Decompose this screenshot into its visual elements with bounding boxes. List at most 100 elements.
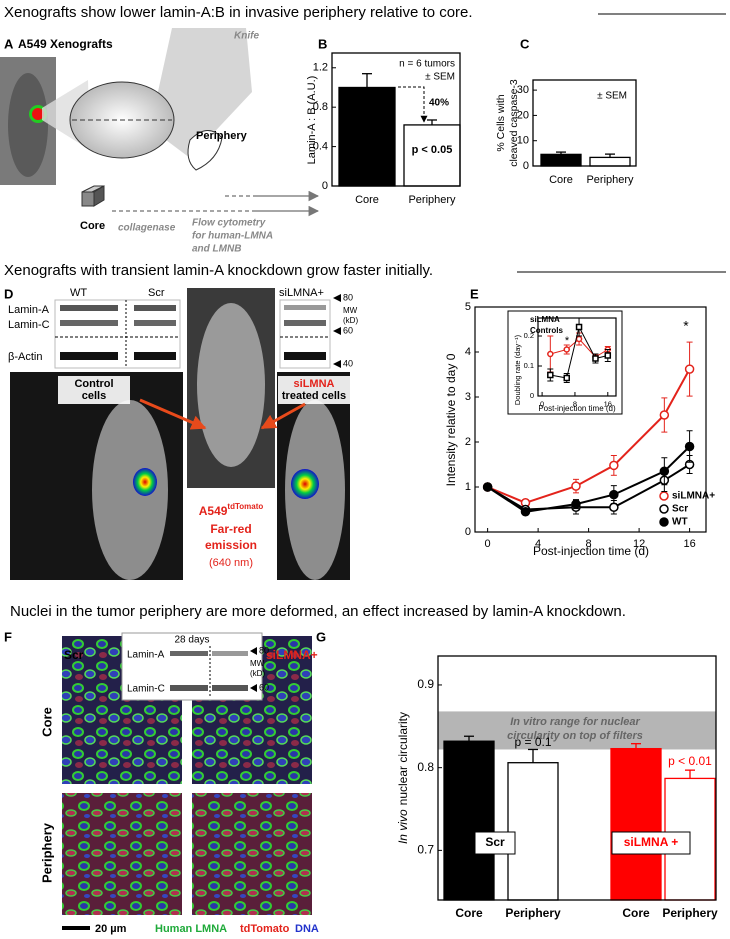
point (571, 481, 581, 491)
x-tick-label: Periphery (586, 174, 634, 186)
x-tick-label: Core (622, 906, 650, 920)
y-tick-label: 20 (517, 109, 529, 121)
point (684, 364, 695, 374)
mw-marker (333, 360, 341, 368)
panel-a: A A549 Xenografts Knife Periphery Core c… (0, 28, 320, 255)
band-label: Lamin-C (127, 684, 165, 695)
panel-f: F 28 days Lamin-A Lamin-C 80 MW (kD) 60 … (4, 629, 319, 934)
group-box (611, 831, 691, 855)
mw-label: 80 (343, 292, 353, 302)
x-tick-label: 16 (604, 399, 612, 408)
series-line (487, 368, 691, 504)
condition-label: siLMNA+ (266, 648, 318, 662)
blot-band (170, 651, 208, 656)
core-cube (81, 191, 95, 207)
y-tick-label: 0 (530, 391, 534, 400)
y-axis-label-part: nuclear circularity (396, 712, 410, 805)
point (563, 346, 570, 353)
y-axis-label: Doubling rate (day⁻¹) (513, 334, 522, 405)
band-label: circularity on top of filters (507, 730, 643, 742)
lane-label: Scr (148, 287, 165, 299)
point (609, 489, 619, 500)
stain-label: DNA (295, 923, 319, 935)
section-heading: Nuclei in the tumor periphery are more d… (10, 603, 626, 620)
x-tick-label: Core (355, 194, 379, 206)
mw-label: 60 (343, 325, 353, 335)
bar (589, 156, 631, 167)
label-backing (278, 376, 350, 404)
annotation: ± SEM (425, 72, 455, 83)
y-tick-label: 3 (465, 391, 471, 403)
x-tick-label: Periphery (662, 906, 718, 920)
legend-marker (659, 491, 669, 501)
band-label: β-Actin (8, 351, 42, 363)
series-line (487, 463, 691, 511)
plot-frame (437, 655, 717, 901)
cell-line: A549 (199, 504, 228, 518)
y-tick-label: 0.2 (524, 331, 534, 340)
periphery-piece (187, 130, 223, 171)
x-tick-label: 0 (485, 538, 491, 550)
label-area (187, 488, 275, 580)
x-tick-label: Periphery (408, 194, 456, 206)
emission-label: Far-red (210, 522, 251, 536)
lane-label: WT (70, 287, 87, 299)
panel-letter: F (4, 629, 12, 644)
panel-letter: D (4, 286, 13, 301)
point (609, 502, 619, 512)
point (547, 371, 554, 379)
micrograph (192, 793, 312, 915)
inset (507, 310, 623, 415)
x-axis-label: Post-injection time (d) (538, 404, 616, 413)
annotation: ± SEM (597, 91, 627, 102)
y-tick-label: 10 (517, 135, 529, 147)
y-axis-label: cleaved caspase-3 (508, 79, 520, 167)
y-tick-label: 0 (322, 180, 328, 192)
y-tick-label: 4 (465, 346, 471, 358)
lane-label: siLMNA+ (279, 287, 324, 299)
point (659, 410, 670, 420)
mw-unit: (kD) (343, 316, 358, 325)
drop-arrow (398, 86, 428, 123)
row-label: Core (39, 707, 54, 737)
legend-marker (659, 504, 669, 514)
y-tick-label: 0.9 (417, 677, 434, 691)
blot-band (284, 305, 326, 310)
legend-label: Controls (530, 326, 563, 335)
micrograph (62, 793, 182, 915)
periphery-label: Periphery (196, 130, 248, 142)
y-tick-label: 0 (465, 526, 471, 538)
label-backing (58, 376, 130, 404)
y-axis-label: In vivo nuclear circularity (396, 712, 410, 844)
emission-label: (640 nm) (209, 557, 253, 569)
emission-label: emission (205, 538, 257, 552)
mouse-body (92, 400, 168, 580)
point (684, 441, 695, 452)
arrow (139, 398, 207, 430)
flow-label: and LMNB (192, 244, 241, 255)
blot-band (134, 352, 176, 360)
point (571, 499, 581, 509)
scale-label: 20 µm (95, 923, 127, 935)
blot-band (60, 320, 118, 326)
point (482, 482, 493, 492)
series-line (487, 445, 691, 513)
blot-band (284, 320, 326, 326)
x-tick-label: 16 (683, 538, 695, 550)
mouse-body (197, 303, 265, 467)
reporter: tdTomato (227, 502, 263, 511)
mw-marker (333, 294, 341, 302)
legend-label: Scr (672, 504, 688, 515)
y-tick-label: 0.8 (417, 760, 434, 774)
arrow (260, 402, 306, 430)
mw-label: 40 (343, 358, 353, 368)
group-box (474, 831, 516, 855)
significance: * (565, 335, 570, 347)
x-tick-label: Core (455, 906, 483, 920)
bar (540, 153, 582, 167)
plot-frame (532, 79, 637, 167)
x-axis-label: Post-injection time (d) (533, 544, 649, 558)
y-tick-label: 0 (523, 160, 529, 172)
y-tick-label: 0.7 (417, 843, 434, 857)
blot-band (212, 651, 248, 656)
